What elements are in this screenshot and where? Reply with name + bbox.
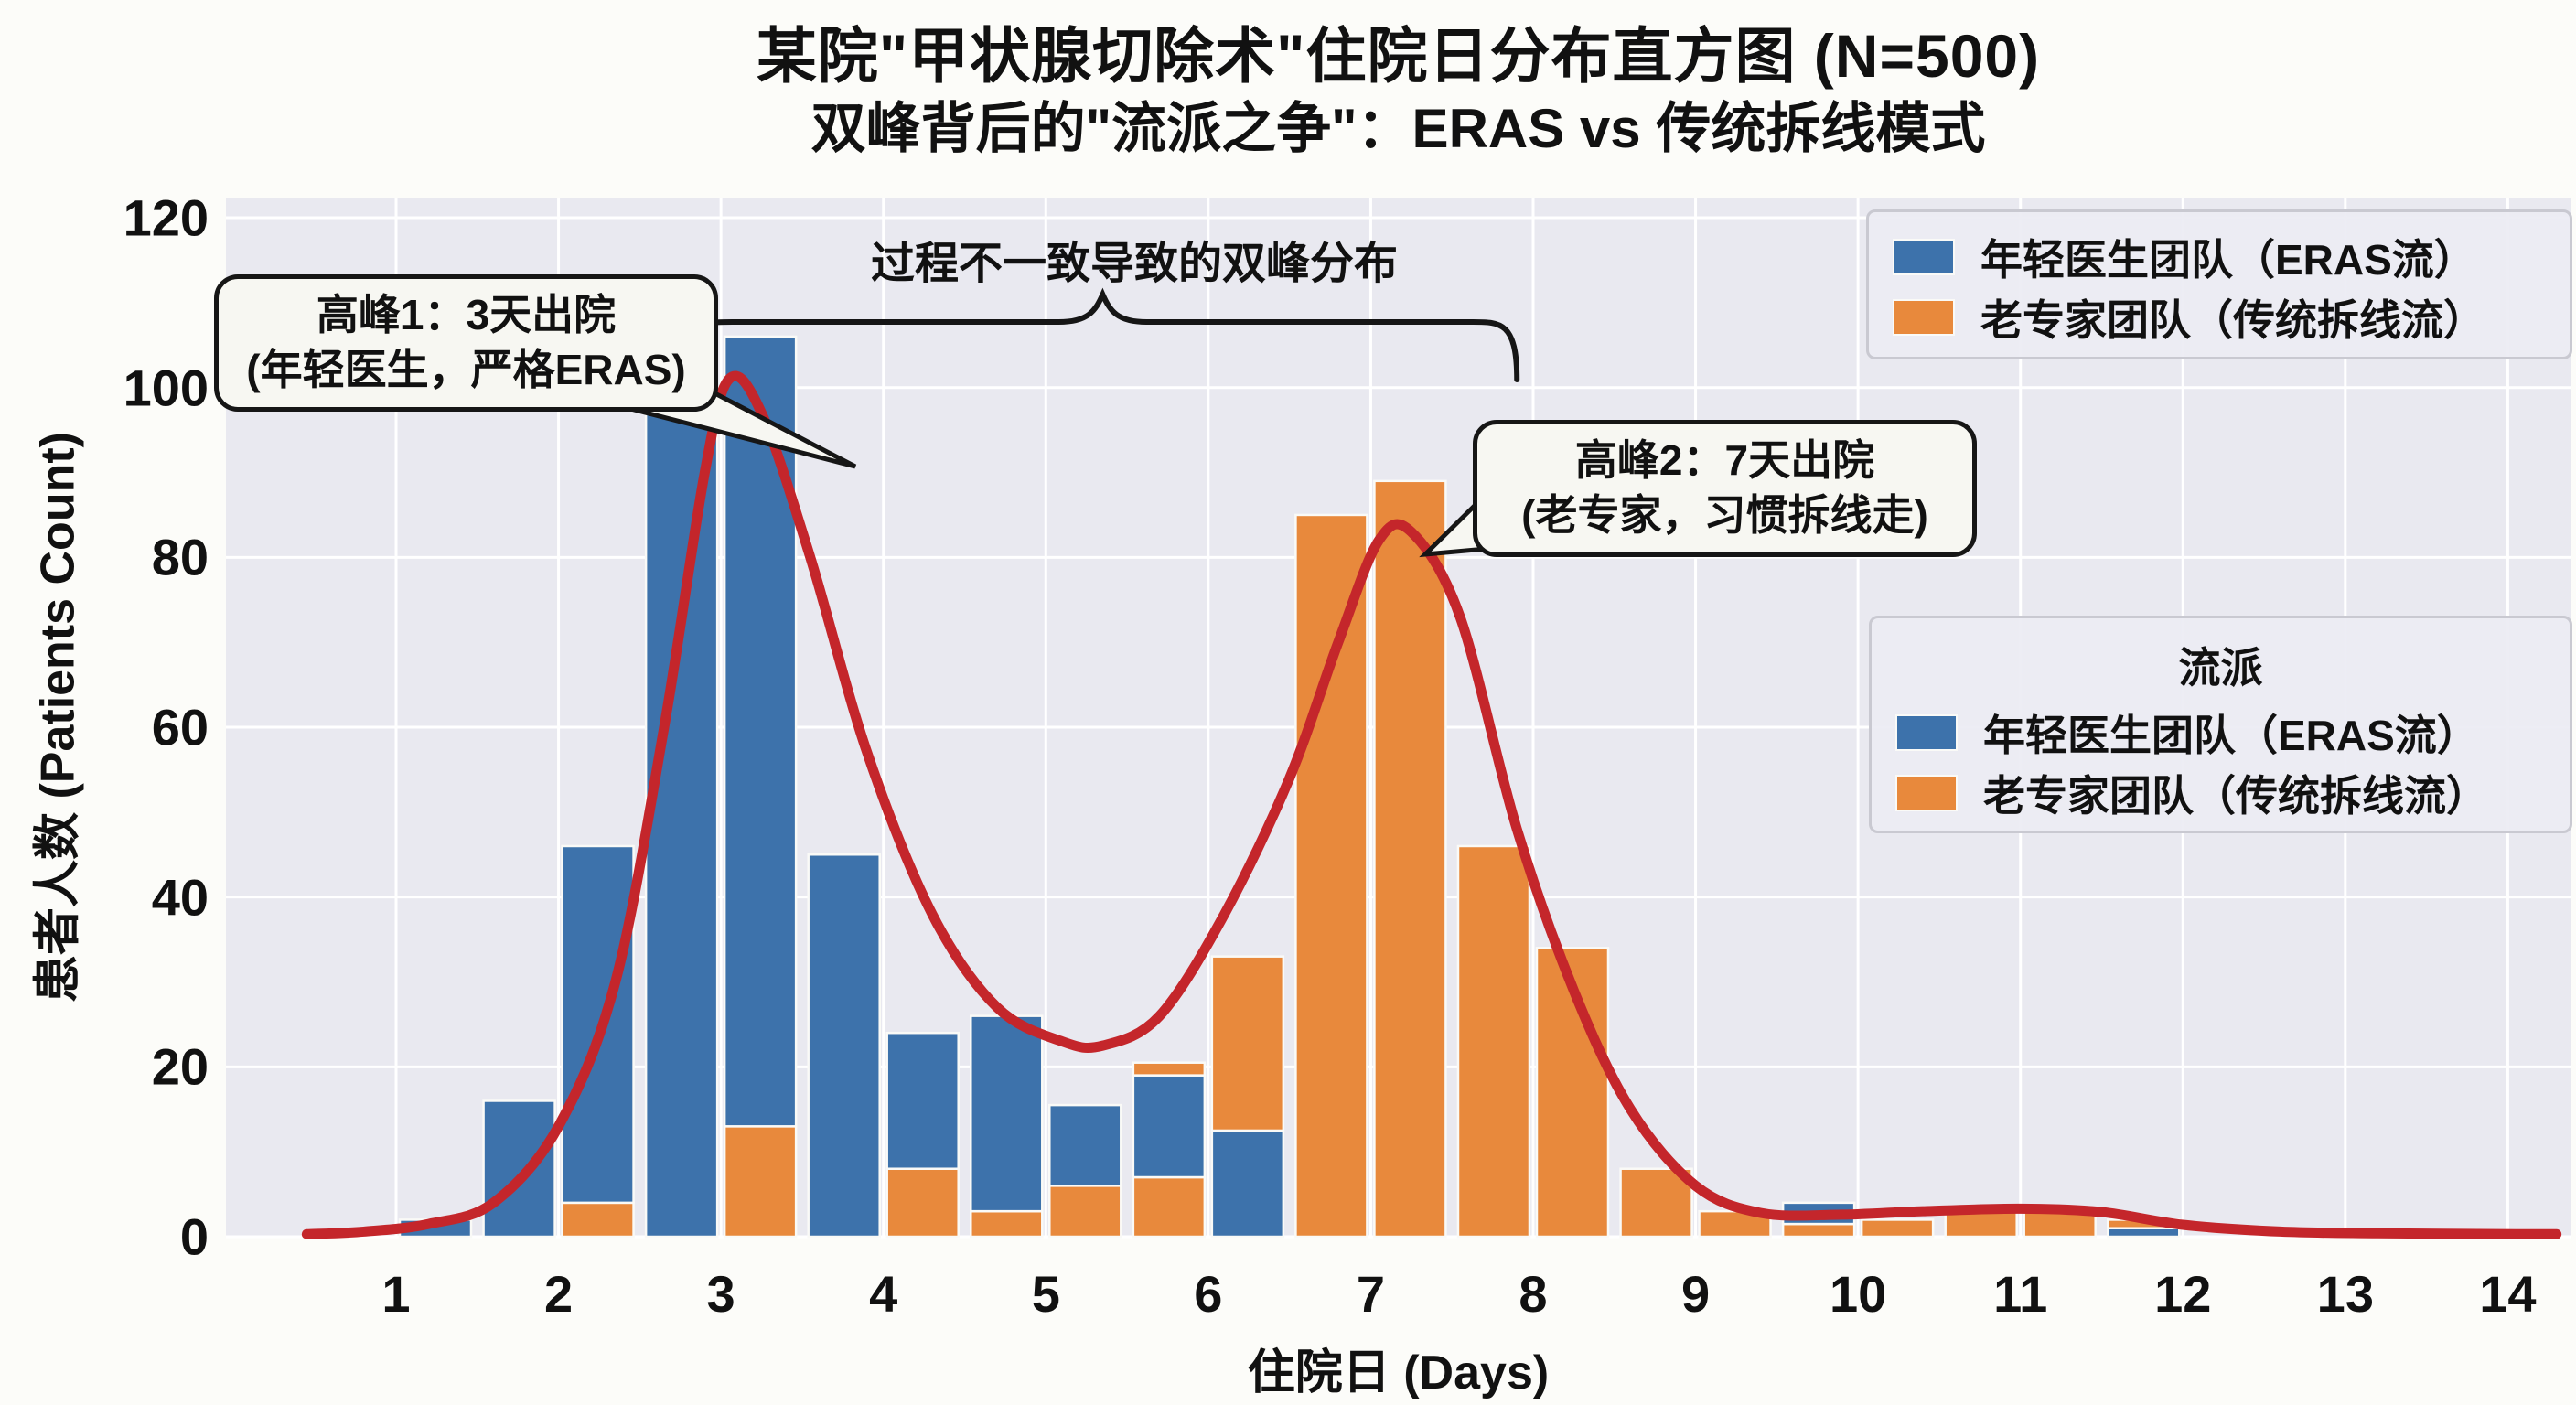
y-axis-label: 患者人数 (Patients Count) bbox=[31, 432, 85, 1003]
y-tick-label: 100 bbox=[123, 359, 209, 417]
legend-top-item-eras: 年轻医生团队（ERAS流） bbox=[1893, 227, 2546, 287]
y-tick-label: 80 bbox=[151, 528, 209, 586]
legend-label: 老专家团队（传统拆线流） bbox=[1980, 296, 2485, 344]
y-tick-label: 120 bbox=[123, 188, 209, 247]
chart-title: 某院"甲状腺切除术"住院日分布直方图 (N=500) bbox=[756, 22, 2041, 90]
annotation-peak1: 高峰1：3天出院 (年轻医生，严格ERAS) bbox=[214, 274, 718, 412]
x-tick-label: 1 bbox=[381, 1265, 411, 1323]
legend-top-item-traditional: 老专家团队（传统拆线流） bbox=[1893, 287, 2546, 348]
x-axis-label: 住院日 (Days) bbox=[1247, 1346, 1550, 1400]
blue-swatch-icon bbox=[1893, 239, 1955, 275]
legend-label: 年轻医生团队（ERAS流） bbox=[1980, 236, 2476, 284]
x-tick-label: 11 bbox=[1993, 1265, 2048, 1323]
y-tick-label: 60 bbox=[151, 698, 209, 756]
brace-annotation-label: 过程不一致导致的双峰分布 bbox=[870, 240, 1398, 288]
x-tick-label: 13 bbox=[2316, 1265, 2374, 1323]
legend-schools-item-eras: 年轻医生团队（ERAS流） bbox=[1895, 702, 2546, 763]
legend-top: 年轻医生团队（ERAS流） 老专家团队（传统拆线流） bbox=[1866, 209, 2572, 359]
legend-label: 老专家团队（传统拆线流） bbox=[1983, 772, 2488, 820]
annotation-peak1-line1: 高峰1：3天出院 bbox=[316, 291, 617, 338]
x-tick-label: 2 bbox=[543, 1265, 574, 1323]
legend-schools-title: 流派 bbox=[2178, 644, 2263, 692]
blue-swatch-icon bbox=[1895, 714, 1958, 751]
x-tick-label: 3 bbox=[706, 1265, 735, 1323]
x-tick-label: 6 bbox=[1194, 1265, 1223, 1323]
x-tick-label: 9 bbox=[1680, 1265, 1711, 1323]
legend-label: 年轻医生团队（ERAS流） bbox=[1983, 712, 2479, 759]
chart-subtitle: 双峰背后的"流派之争"：ERAS vs 传统拆线模式 bbox=[810, 98, 1986, 159]
y-tick-label: 0 bbox=[179, 1207, 209, 1266]
x-tick-label: 14 bbox=[2479, 1265, 2537, 1323]
x-tick-label: 12 bbox=[2154, 1265, 2212, 1323]
legend-schools-item-traditional: 老专家团队（传统拆线流） bbox=[1895, 763, 2546, 823]
annotation-peak2-line1: 高峰2：7天出院 bbox=[1574, 436, 1875, 484]
annotation-peak1-line2: (年轻医生，严格ERAS) bbox=[246, 345, 686, 393]
y-tick-label: 20 bbox=[151, 1037, 209, 1096]
x-tick-label: 4 bbox=[869, 1265, 898, 1323]
orange-swatch-icon bbox=[1895, 775, 1958, 811]
x-tick-label: 10 bbox=[1829, 1265, 1887, 1323]
x-tick-label: 5 bbox=[1031, 1265, 1060, 1323]
annotation-peak2-line2: (老专家，习惯拆线走) bbox=[1521, 490, 1928, 539]
y-tick-label: 40 bbox=[151, 868, 209, 927]
orange-swatch-icon bbox=[1893, 299, 1955, 336]
x-tick-label: 8 bbox=[1519, 1265, 1548, 1323]
legend-schools: 流派 年轻医生团队（ERAS流） 老专家团队（传统拆线流） bbox=[1869, 616, 2572, 833]
x-tick-label: 7 bbox=[1356, 1265, 1385, 1323]
annotation-peak2: 高峰2：7天出院 (老专家，习惯拆线走) bbox=[1473, 420, 1977, 557]
